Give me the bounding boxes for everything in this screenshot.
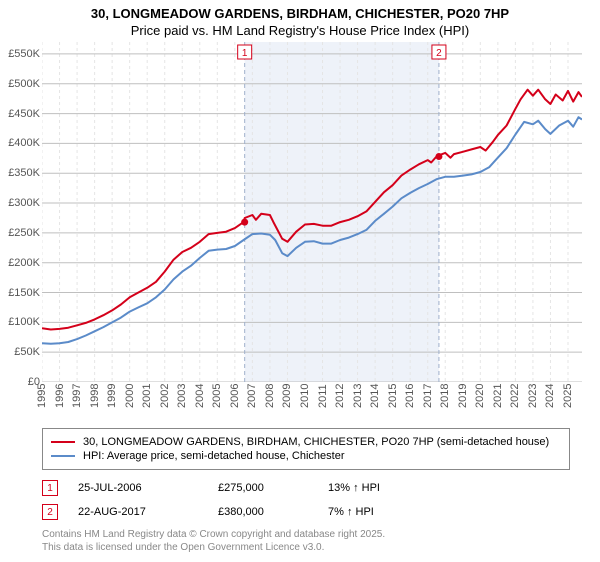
x-tick-label: 2024 (544, 384, 556, 408)
x-tick-label: 2022 (509, 384, 521, 408)
transaction-marker-1: 1 (42, 480, 58, 496)
y-axis: £0£50K£100K£150K£200K£250K£300K£350K£400… (0, 42, 42, 382)
y-tick-label: £400K (8, 137, 40, 149)
y-tick-label: £200K (8, 257, 40, 269)
x-tick-label: 2021 (492, 384, 504, 408)
x-tick-label: 2006 (229, 384, 241, 408)
plot-svg: 12 (42, 42, 582, 382)
y-tick-label: £100K (8, 316, 40, 328)
x-tick-label: 1995 (36, 384, 48, 408)
x-tick-label: 2019 (457, 384, 469, 408)
svg-text:1: 1 (242, 48, 248, 59)
table-row: 2 22-AUG-2017 £380,000 7% ↑ HPI (42, 500, 570, 524)
y-tick-label: £250K (8, 227, 40, 239)
transaction-price: £275,000 (218, 482, 328, 494)
x-tick-label: 2000 (124, 384, 136, 408)
y-tick-label: £50K (14, 346, 40, 358)
legend-row-hpi: HPI: Average price, semi-detached house,… (51, 450, 561, 462)
x-tick-label: 2018 (439, 384, 451, 408)
chart-row: £0£50K£100K£150K£200K£250K£300K£350K£400… (0, 42, 600, 382)
y-tick-label: £550K (8, 48, 40, 60)
legend: 30, LONGMEADOW GARDENS, BIRDHAM, CHICHES… (42, 428, 570, 470)
transaction-hpi-delta: 7% ↑ HPI (328, 506, 374, 518)
transaction-date: 22-AUG-2017 (78, 506, 218, 518)
transactions-table: 1 25-JUL-2006 £275,000 13% ↑ HPI 2 22-AU… (42, 476, 570, 524)
y-tick-label: £150K (8, 287, 40, 299)
legend-row-price-paid: 30, LONGMEADOW GARDENS, BIRDHAM, CHICHES… (51, 436, 561, 448)
legend-swatch-hpi (51, 455, 75, 457)
footer-line-1: Contains HM Land Registry data © Crown c… (42, 528, 570, 541)
legend-swatch-price-paid (51, 441, 75, 443)
x-tick-label: 2014 (369, 384, 381, 408)
title-line-1: 30, LONGMEADOW GARDENS, BIRDHAM, CHICHES… (10, 6, 590, 21)
transaction-date: 25-JUL-2006 (78, 482, 218, 494)
x-tick-label: 2001 (141, 384, 153, 408)
x-tick-label: 1996 (54, 384, 66, 408)
x-tick-label: 1997 (71, 384, 83, 408)
x-tick-label: 2023 (527, 384, 539, 408)
transaction-hpi-delta: 13% ↑ HPI (328, 482, 380, 494)
x-tick-label: 2012 (334, 384, 346, 408)
plot-area: 12 (42, 42, 582, 382)
chart-titles: 30, LONGMEADOW GARDENS, BIRDHAM, CHICHES… (0, 0, 600, 42)
x-tick-label: 2011 (317, 384, 329, 408)
y-tick-label: £500K (8, 78, 40, 90)
legend-label-hpi: HPI: Average price, semi-detached house,… (83, 450, 345, 462)
x-tick-label: 1999 (106, 384, 118, 408)
y-tick-label: £350K (8, 167, 40, 179)
x-tick-label: 2007 (246, 384, 258, 408)
x-tick-label: 2002 (159, 384, 171, 408)
x-tick-label: 2017 (422, 384, 434, 408)
y-tick-label: £300K (8, 197, 40, 209)
x-tick-label: 2009 (281, 384, 293, 408)
x-tick-label: 2020 (474, 384, 486, 408)
x-tick-label: 2004 (194, 384, 206, 408)
transaction-price: £380,000 (218, 506, 328, 518)
table-row: 1 25-JUL-2006 £275,000 13% ↑ HPI (42, 476, 570, 500)
footer-credits: Contains HM Land Registry data © Crown c… (42, 528, 570, 554)
x-tick-label: 2016 (404, 384, 416, 408)
x-tick-label: 2013 (352, 384, 364, 408)
x-axis: 1995199619971998199920002001200220032004… (42, 382, 582, 422)
title-line-2: Price paid vs. HM Land Registry's House … (10, 23, 590, 38)
x-tick-label: 1998 (89, 384, 101, 408)
chart-container: 30, LONGMEADOW GARDENS, BIRDHAM, CHICHES… (0, 0, 600, 554)
x-tick-label: 2003 (176, 384, 188, 408)
svg-text:2: 2 (436, 48, 442, 59)
x-tick-label: 2025 (562, 384, 574, 408)
x-tick-label: 2010 (299, 384, 311, 408)
transaction-marker-2: 2 (42, 504, 58, 520)
y-tick-label: £450K (8, 108, 40, 120)
x-tick-label: 2005 (211, 384, 223, 408)
x-tick-label: 2015 (387, 384, 399, 408)
footer-line-2: This data is licensed under the Open Gov… (42, 541, 570, 554)
legend-label-price-paid: 30, LONGMEADOW GARDENS, BIRDHAM, CHICHES… (83, 436, 549, 448)
x-tick-label: 2008 (264, 384, 276, 408)
